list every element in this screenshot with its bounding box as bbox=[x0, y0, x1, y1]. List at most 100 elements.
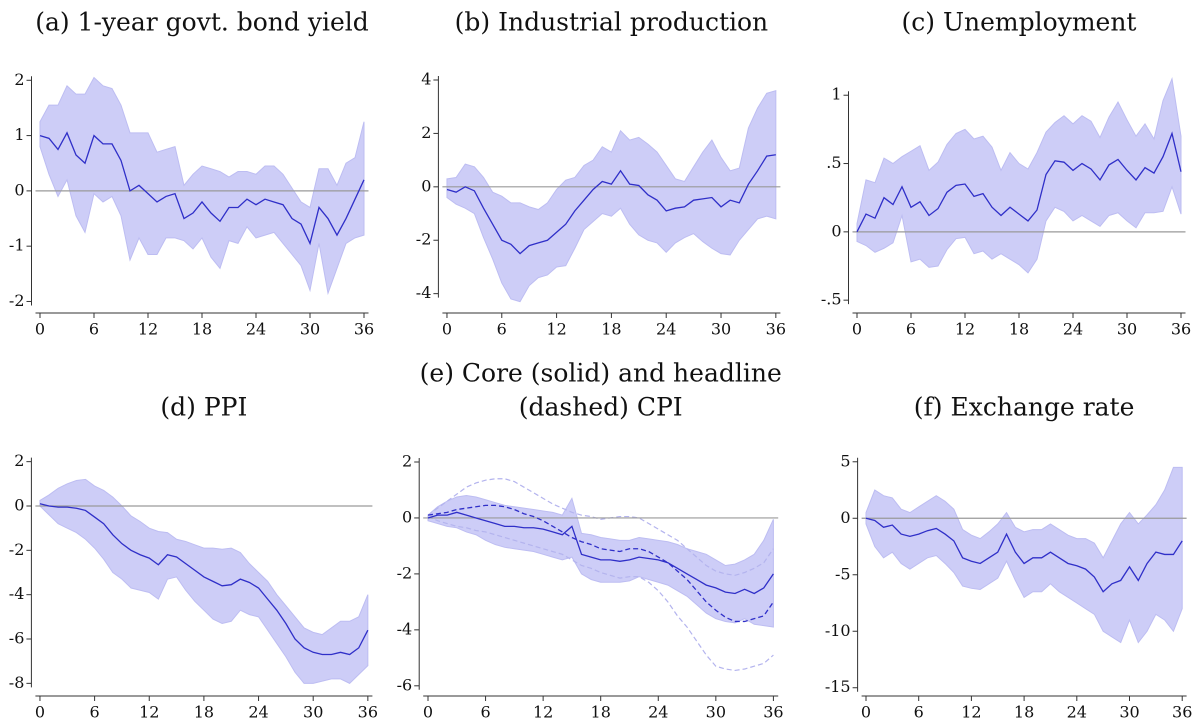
x-tick-label: 6 bbox=[89, 320, 99, 339]
irf-line bbox=[856, 131, 1182, 233]
x-tick-label: 12 bbox=[139, 703, 159, 719]
irf-line bbox=[427, 511, 774, 595]
x-tick-label: 30 bbox=[711, 320, 731, 339]
x-tick-label: 36 bbox=[1171, 320, 1191, 339]
x-tick-label: 36 bbox=[1172, 703, 1192, 719]
x-tick-label: 6 bbox=[497, 320, 507, 339]
x-tick-label: 18 bbox=[192, 320, 212, 339]
y-tick-label: -4 bbox=[9, 584, 25, 603]
x-tick-label: 18 bbox=[1009, 320, 1029, 339]
x-tick-label: 12 bbox=[955, 320, 975, 339]
y-tick-label: .5 bbox=[826, 153, 841, 172]
y-tick-label: -5 bbox=[835, 564, 851, 583]
x-tick-label: 36 bbox=[358, 703, 378, 719]
y-tick-label: 1 bbox=[831, 85, 841, 104]
x-tick-label: 6 bbox=[90, 703, 100, 719]
y-tick-label: 0 bbox=[14, 495, 24, 514]
y-tick-label: -2 bbox=[9, 291, 25, 310]
irf-line bbox=[427, 504, 774, 623]
x-tick-label: 0 bbox=[35, 703, 45, 719]
x-tick-label: 24 bbox=[656, 320, 676, 339]
y-tick-label: 0 bbox=[14, 180, 24, 199]
irf-line bbox=[446, 154, 776, 255]
x-tick-label: 18 bbox=[591, 703, 611, 719]
x-tick-label: 30 bbox=[303, 703, 323, 719]
x-tick-label: 36 bbox=[354, 320, 374, 339]
x-tick-label: 30 bbox=[1119, 703, 1139, 719]
irf-line bbox=[39, 503, 369, 656]
x-tick-label: 24 bbox=[246, 320, 266, 339]
confidence-band bbox=[39, 478, 369, 684]
irf-line bbox=[865, 517, 1183, 593]
panel-title: (dashed) CPI bbox=[519, 393, 683, 422]
x-tick-label: 30 bbox=[300, 320, 320, 339]
confidence-band bbox=[427, 495, 774, 628]
panel-title: (e) Core (solid) and headline bbox=[420, 359, 782, 388]
y-tick-label: -4 bbox=[397, 619, 413, 638]
y-tick-label: 2 bbox=[14, 451, 24, 470]
y-tick-label: 0 bbox=[402, 507, 412, 526]
panel: (c) Unemployment -.5 0 .5 1 0 6 12 18 24 30 36 bbox=[821, 8, 1191, 339]
x-tick-label: 30 bbox=[1117, 320, 1137, 339]
x-tick-label: 24 bbox=[1063, 320, 1083, 339]
y-tick-label: -1 bbox=[9, 236, 25, 255]
panel: (e) Core (solid) and headline (dashed) CP… bbox=[397, 359, 784, 719]
band-bound bbox=[427, 515, 774, 672]
x-tick-label: 24 bbox=[248, 703, 268, 719]
confidence-band bbox=[39, 76, 365, 296]
y-tick-label: 0 bbox=[421, 176, 431, 195]
x-tick-label: 0 bbox=[35, 320, 45, 339]
panel-title: (d) PPI bbox=[160, 393, 247, 422]
x-tick-label: 6 bbox=[914, 703, 924, 719]
y-tick-label: 0 bbox=[831, 221, 841, 240]
x-tick-label: 18 bbox=[601, 320, 621, 339]
x-tick-label: 0 bbox=[442, 320, 452, 339]
y-tick-label: 1 bbox=[14, 125, 24, 144]
y-tick-label: -10 bbox=[825, 621, 851, 640]
x-tick-label: 12 bbox=[546, 320, 566, 339]
x-tick-label: 18 bbox=[194, 703, 214, 719]
y-tick-label: 5 bbox=[840, 451, 850, 470]
y-tick-label: -2 bbox=[9, 540, 25, 559]
x-tick-label: 30 bbox=[706, 703, 726, 719]
y-tick-label: 2 bbox=[402, 451, 412, 470]
y-tick-label: 2 bbox=[421, 123, 431, 142]
x-tick-label: 12 bbox=[138, 320, 158, 339]
confidence-band bbox=[446, 90, 777, 303]
x-tick-label: 36 bbox=[766, 320, 786, 339]
x-tick-label: 18 bbox=[1014, 703, 1034, 719]
x-tick-label: 0 bbox=[861, 703, 871, 719]
x-tick-label: 6 bbox=[906, 320, 916, 339]
x-tick-label: 24 bbox=[1067, 703, 1087, 719]
y-tick-label: -15 bbox=[825, 677, 851, 696]
x-tick-label: 36 bbox=[763, 703, 783, 719]
confidence-band bbox=[865, 466, 1183, 644]
y-tick-label: 2 bbox=[14, 70, 24, 89]
panel: (d) PPI -8 -6 -4 -2 0 2 0 6 12 18 24 30 36 bbox=[9, 393, 378, 719]
x-tick-label: 0 bbox=[852, 320, 862, 339]
panel-title: (c) Unemployment bbox=[902, 8, 1137, 37]
confidence-band bbox=[856, 76, 1182, 274]
x-tick-label: 24 bbox=[648, 703, 668, 719]
panel-title: (a) 1-year govt. bond yield bbox=[35, 8, 369, 37]
x-tick-label: 0 bbox=[423, 703, 433, 719]
y-tick-label: -.5 bbox=[821, 290, 842, 309]
y-tick-label: 4 bbox=[421, 70, 431, 89]
x-tick-label: 12 bbox=[961, 703, 981, 719]
y-tick-label: -2 bbox=[397, 563, 413, 582]
y-tick-label: -6 bbox=[397, 675, 413, 694]
y-tick-label: 0 bbox=[840, 508, 850, 527]
band-bound bbox=[427, 478, 774, 576]
y-tick-label: -8 bbox=[9, 673, 25, 692]
y-tick-label: -4 bbox=[416, 283, 432, 302]
irf-line bbox=[39, 131, 365, 246]
panel: (f) Exchange rate -15 -10 -5 0 5 0 6 12 18 24 30 36 bbox=[825, 393, 1193, 719]
y-tick-label: -6 bbox=[9, 629, 25, 648]
x-tick-label: 6 bbox=[480, 703, 490, 719]
panel-title: (f) Exchange rate bbox=[914, 393, 1135, 422]
x-tick-label: 12 bbox=[533, 703, 553, 719]
